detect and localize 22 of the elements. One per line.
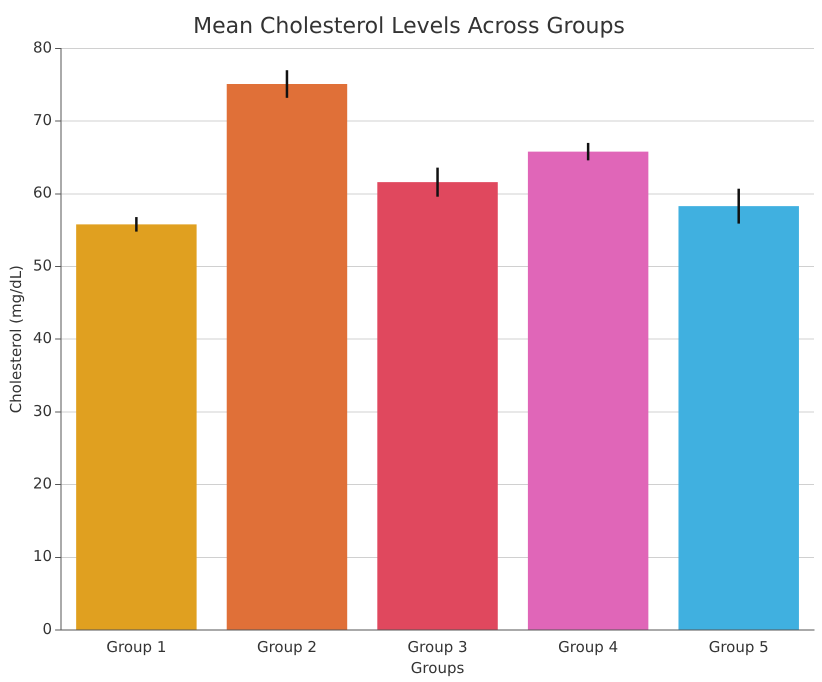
bar — [76, 224, 197, 630]
y-tick-label: 20 — [32, 474, 52, 492]
x-tick-label: Group 3 — [408, 638, 468, 656]
bar — [377, 182, 498, 630]
y-tick-label: 40 — [32, 329, 52, 348]
bar — [528, 152, 648, 630]
y-tick-label: 60 — [32, 184, 52, 202]
y-tick-label: 10 — [32, 547, 52, 566]
bar — [678, 206, 799, 630]
y-tick-label: 70 — [32, 110, 52, 129]
chart-title: Mean Cholesterol Levels Across Groups — [193, 14, 625, 39]
y-tick-label: 50 — [32, 256, 52, 274]
x-axis-title: Groups — [410, 658, 464, 677]
x-tick-label: Group 2 — [256, 638, 317, 656]
y-tick-label: 80 — [32, 38, 52, 56]
y-tick-label: 30 — [32, 402, 52, 420]
x-tick-label: Group 1 — [106, 638, 166, 656]
x-tick-label: Group 4 — [558, 638, 618, 656]
x-tick-label: Group 5 — [708, 638, 769, 656]
bar — [226, 84, 348, 630]
y-axis-title: Cholesterol (mg/dL) — [6, 265, 25, 414]
y-tick-label: 0 — [42, 620, 52, 638]
